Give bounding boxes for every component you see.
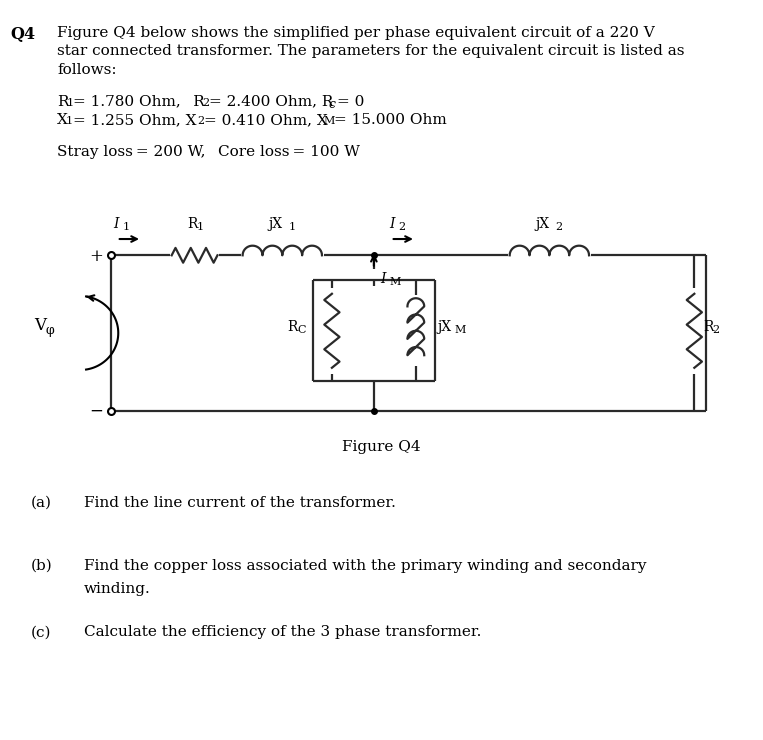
Text: R: R <box>187 218 198 231</box>
Text: (c): (c) <box>31 625 51 639</box>
Text: R: R <box>703 320 714 334</box>
Text: jX: jX <box>437 320 452 334</box>
Text: R: R <box>57 95 69 109</box>
Text: = 1.780 Ohm,  R: = 1.780 Ohm, R <box>70 95 205 109</box>
Text: c: c <box>328 98 335 111</box>
Text: −: − <box>89 403 103 420</box>
Text: jX: jX <box>269 218 283 231</box>
Text: star connected transformer. The parameters for the equivalent circuit is listed : star connected transformer. The paramete… <box>57 44 684 58</box>
Text: = 15.000 Ohm: = 15.000 Ohm <box>331 113 447 127</box>
Text: V: V <box>34 317 47 334</box>
Text: M: M <box>454 325 465 335</box>
Text: winding.: winding. <box>84 582 150 596</box>
Text: X: X <box>57 113 68 127</box>
Text: Q4: Q4 <box>10 26 35 43</box>
Text: Figure Q4 below shows the simplified per phase equivalent circuit of a 220 V: Figure Q4 below shows the simplified per… <box>57 26 655 40</box>
Text: I: I <box>114 218 119 231</box>
Text: φ: φ <box>46 323 54 337</box>
Text: +: + <box>89 248 103 264</box>
Text: = 0.410 Ohm, X: = 0.410 Ohm, X <box>201 113 327 127</box>
Text: (b): (b) <box>31 559 53 573</box>
Text: Figure Q4: Figure Q4 <box>342 440 421 454</box>
Text: 1: 1 <box>66 116 72 127</box>
Text: follows:: follows: <box>57 63 117 77</box>
Text: M: M <box>324 116 335 127</box>
Text: Find the line current of the transformer.: Find the line current of the transformer… <box>84 496 396 510</box>
Text: 1: 1 <box>123 222 130 232</box>
Text: = 0: = 0 <box>334 95 365 109</box>
Text: I: I <box>380 272 385 286</box>
Text: jX: jX <box>536 218 550 231</box>
Text: 2: 2 <box>713 325 720 335</box>
Text: 1: 1 <box>197 222 204 232</box>
Text: 2: 2 <box>197 116 204 127</box>
Text: 1: 1 <box>288 222 295 232</box>
Text: Calculate the efficiency of the 3 phase transformer.: Calculate the efficiency of the 3 phase … <box>84 625 481 639</box>
Text: = 2.400 Ohm, R: = 2.400 Ohm, R <box>206 95 333 109</box>
Text: = 1.255 Ohm, X: = 1.255 Ohm, X <box>70 113 197 127</box>
Text: Stray loss = 200 W,  Core loss = 100 W: Stray loss = 200 W, Core loss = 100 W <box>57 145 360 159</box>
Text: Find the copper loss associated with the primary winding and secondary: Find the copper loss associated with the… <box>84 559 646 573</box>
Text: C: C <box>298 325 306 335</box>
Text: I: I <box>389 218 394 231</box>
Text: R: R <box>288 320 298 334</box>
Text: 2: 2 <box>398 222 405 232</box>
Text: (a): (a) <box>31 496 52 510</box>
Text: 2: 2 <box>555 222 562 232</box>
Text: 1: 1 <box>66 98 73 108</box>
Text: M: M <box>389 277 401 287</box>
Text: 2: 2 <box>202 98 209 108</box>
